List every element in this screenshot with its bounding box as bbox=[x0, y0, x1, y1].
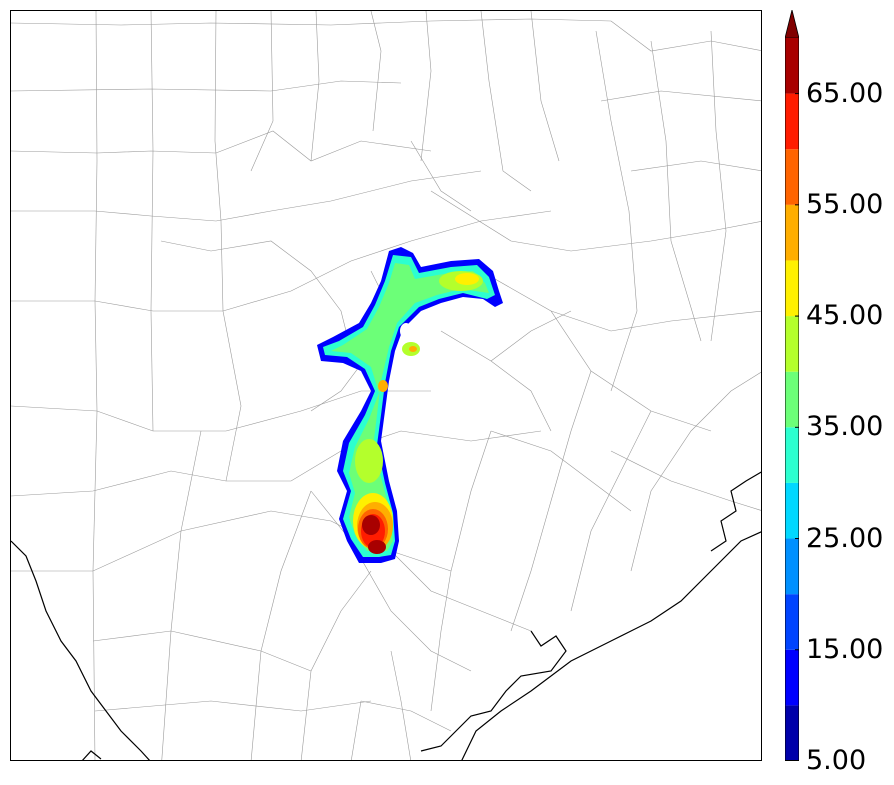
colorbar-tick-label: 65.00 bbox=[806, 77, 884, 109]
colorbar-tick-label: 35.00 bbox=[806, 411, 884, 443]
colorbar bbox=[785, 10, 799, 761]
colorbar-segment bbox=[785, 482, 799, 539]
colorbar-tick-label: 55.00 bbox=[806, 188, 884, 220]
colorbar-segment bbox=[785, 260, 799, 317]
colorbar-segment bbox=[785, 316, 799, 372]
colorbar-segment bbox=[785, 93, 799, 150]
colorbar-segment bbox=[785, 594, 799, 650]
colorbar-tick-label: 15.00 bbox=[806, 633, 884, 665]
precipitation-plume bbox=[317, 247, 503, 563]
colorbar-segment bbox=[785, 149, 799, 205]
map-canvas bbox=[11, 11, 761, 760]
colorbar-segment bbox=[785, 204, 799, 261]
map-panel bbox=[10, 10, 762, 761]
colorbar-tick-label: 25.00 bbox=[806, 522, 884, 554]
colorbar-segment bbox=[785, 427, 799, 483]
colorbar-segment bbox=[785, 538, 799, 595]
colorbar-segment bbox=[785, 705, 799, 761]
colorbar-segment bbox=[785, 649, 799, 706]
coastline bbox=[11, 471, 761, 760]
colorbar-extend-arrow bbox=[785, 10, 799, 39]
colorbar-segment bbox=[785, 371, 799, 428]
colorbar-segment bbox=[785, 38, 799, 94]
colorbar-tick-label: 45.00 bbox=[806, 300, 884, 332]
colorbar-tick-label: 5.00 bbox=[806, 745, 867, 776]
